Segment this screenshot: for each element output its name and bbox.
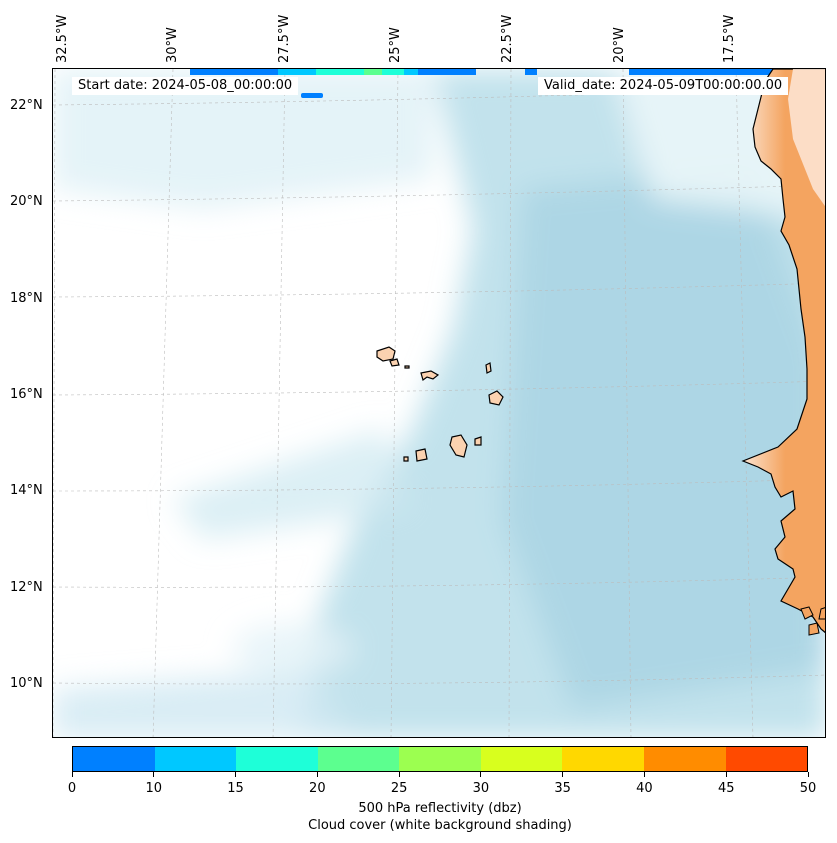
lon-label: 25°W: [388, 27, 403, 63]
colorbar-tick-label: 40: [636, 781, 653, 796]
africa-land: [741, 69, 825, 634]
colorbar-sublabel: Cloud cover (white background shading): [308, 818, 572, 833]
colorbar-segment: [643, 747, 726, 771]
lon-label: 27.5°W: [277, 14, 292, 63]
lon-label: 20°W: [612, 27, 627, 63]
colorbar-segment: [480, 747, 563, 771]
cloud-cover-layer: [53, 69, 825, 737]
lat-label: 18°N: [10, 291, 43, 306]
colorbar-tick: [398, 772, 400, 777]
colorbar-tick: [153, 772, 155, 777]
lat-label: 14°N: [10, 483, 43, 498]
map-canvas: [53, 69, 825, 737]
colorbar-tick: [562, 772, 564, 777]
colorbar-tick: [71, 772, 73, 777]
colorbar-tick: [480, 772, 482, 777]
colorbar-tick-label: 30: [472, 781, 490, 796]
colorbar-segment: [73, 747, 155, 771]
colorbar-segment: [236, 747, 318, 771]
start-date-label: Start date: 2024-05-08_00:00:00: [72, 77, 299, 95]
lon-label: 22.5°W: [500, 14, 515, 63]
lat-label: 20°N: [10, 194, 43, 209]
lat-label: 10°N: [10, 676, 43, 691]
colorbar-tick-label: 45: [717, 781, 735, 796]
colorbar-tick: [316, 772, 318, 777]
colorbar-segment: [154, 747, 237, 771]
colorbar-tick-label: 15: [227, 781, 244, 796]
colorbar-segment: [562, 747, 644, 771]
land-interior: [788, 69, 825, 207]
map-panel[interactable]: [52, 68, 826, 738]
cape-verde-islands: [376, 346, 504, 462]
colorbar-tick: [725, 772, 727, 777]
colorbar-tick: [807, 772, 809, 777]
colorbar-tick-label: 0: [67, 781, 77, 796]
colorbar-segment: [725, 747, 808, 771]
graticule: [53, 69, 825, 737]
reflectivity-strip: [190, 69, 825, 98]
lon-label: 17.5°W: [722, 14, 737, 63]
colorbar-tick-label: 50: [799, 781, 817, 796]
colorbar-tick: [643, 772, 645, 777]
colorbar-tick-label: 25: [390, 781, 408, 796]
colorbar-segment: [399, 747, 481, 771]
colorbar-tick: [235, 772, 237, 777]
bissagos-islands: [800, 606, 825, 636]
colorbar: [72, 746, 808, 772]
lat-label: 22°N: [10, 98, 43, 113]
lat-label: 16°N: [10, 387, 43, 402]
lon-label: 32.5°W: [55, 14, 70, 63]
lon-label: 30°W: [165, 27, 180, 63]
colorbar-label: 500 hPa reflectivity (dbz): [358, 801, 522, 816]
colorbar-tick-label: 20: [309, 781, 326, 796]
colorbar-tick-label: 35: [554, 781, 571, 796]
colorbar-tick-label: 10: [145, 781, 163, 796]
colorbar-segment: [317, 747, 400, 771]
valid-date-label: Valid_date: 2024-05-09T00:00:00.00: [538, 77, 789, 95]
lat-label: 12°N: [10, 580, 43, 595]
